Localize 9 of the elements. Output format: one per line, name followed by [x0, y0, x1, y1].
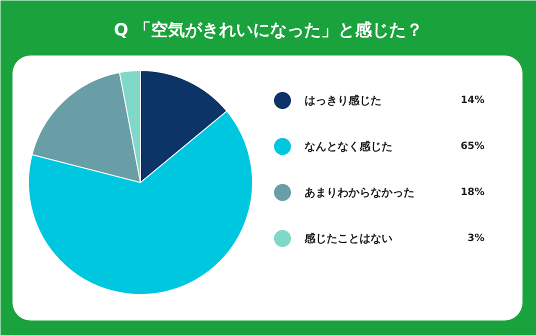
data-label: 3% [468, 233, 485, 244]
legend-label: はっきり感じた [304, 94, 382, 107]
data-label: 14% [460, 95, 484, 106]
data-label: 65% [460, 141, 484, 152]
legend-label: あまりわからなかった [304, 186, 414, 199]
legend-label: 感じたことはない [304, 232, 392, 245]
chart-title: Q 「空気がきれいになった」と感じた？ [114, 20, 424, 40]
data-label: 18% [460, 187, 484, 198]
legend-label: なんとなく感じた [304, 140, 392, 153]
